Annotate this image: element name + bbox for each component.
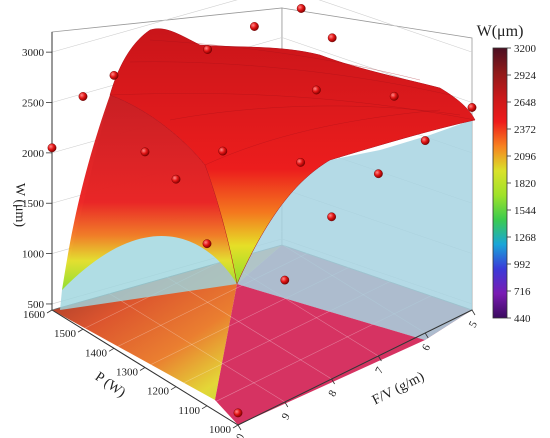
p-tick-label: 1000 (209, 424, 232, 436)
data-point (296, 4, 306, 13)
colorbar-tick-label: 3200 (514, 43, 537, 55)
z-tick-label: 2500 (22, 98, 45, 110)
data-point (47, 143, 57, 153)
data-point (280, 275, 290, 285)
colorbar-tick-label: 1544 (514, 205, 537, 217)
p-tick-label: 1200 (147, 386, 170, 398)
data-point (218, 146, 228, 156)
data-point (327, 33, 337, 43)
z-tick-label: 3000 (22, 47, 45, 59)
colorbar-tick-label: 1268 (514, 232, 537, 244)
p-tick-mark (139, 367, 146, 371)
data-point (420, 136, 430, 146)
p-axis-ticks: 1000 1100 1200 1300 1400 1500 1600 (23, 309, 239, 436)
p-tick-mark (108, 347, 115, 352)
data-point (373, 169, 383, 179)
colorbar-tick-label: 2096 (514, 151, 537, 163)
z-tick-label: 1000 (22, 249, 45, 261)
colorbar-tick-label: 2924 (514, 70, 537, 82)
p-tick-label: 1100 (178, 405, 200, 417)
fv-tick-label: 5 (467, 319, 480, 330)
floor-front-band (215, 284, 425, 425)
colorbar-tick-label: 440 (514, 313, 531, 325)
data-points (47, 4, 477, 418)
z-tick-label: 1500 (22, 198, 45, 210)
colorbar-tick-label: 2648 (514, 97, 537, 109)
colorbar: W(μm) 3200 2924 2648 2372 2096 1820 1544 1268 99… (477, 23, 537, 325)
data-point (327, 212, 336, 222)
p-tick-label: 1500 (54, 328, 77, 340)
colorbar-tick-label: 1820 (514, 178, 537, 190)
fv-tick-mark (378, 355, 382, 362)
fv-tick-label: 9 (280, 411, 293, 422)
fv-axis-title: F/V (g/m) (370, 369, 427, 408)
p-tick-mark (170, 386, 177, 391)
colorbar-title: W(μm) (477, 23, 524, 40)
data-point (389, 91, 399, 101)
right-projection-plane (237, 120, 472, 340)
colorbar-tick-label: 2372 (514, 124, 536, 136)
fv-tick-mark (471, 309, 476, 316)
floor-gridline (98, 286, 285, 403)
fv-tick-label: 8 (326, 388, 339, 399)
fv-axis-line (237, 309, 473, 426)
fv-tick-mark (331, 378, 335, 385)
data-point (202, 239, 212, 249)
p-tick-label: 1600 (23, 309, 46, 321)
surface-side-fold (62, 95, 237, 290)
fv-axis-ticks: 10 9 8 7 6 5 (231, 309, 480, 438)
data-point (171, 174, 181, 184)
fv-tick-mark (237, 424, 242, 431)
p-tick-label: 1400 (85, 347, 108, 359)
data-point (78, 92, 88, 101)
p-tick-mark (201, 405, 208, 410)
colorbar-tick-label: 716 (514, 286, 531, 298)
data-point (140, 147, 150, 157)
data-point (203, 45, 213, 54)
z-axis-ticks: 500 1000 1500 2000 2500 3000 (22, 47, 52, 311)
fv-tick-mark (424, 332, 429, 339)
z-axis-title: W (μm) (12, 183, 27, 228)
data-point (233, 408, 243, 418)
p-tick-mark (46, 309, 53, 314)
data-point (296, 157, 305, 167)
fv-tick-label: 10 (231, 431, 247, 438)
wall-gridline (51, 0, 238, 53)
p-tick-mark (77, 328, 84, 333)
wall-gridline (318, 0, 473, 53)
surface-mesh-lines (109, 39, 476, 166)
colorbar-tick-label: 992 (514, 259, 531, 271)
data-point (109, 71, 119, 80)
surface (62, 28, 476, 290)
z-tick-label: 500 (28, 299, 45, 311)
fv-tick-label: 6 (420, 342, 433, 353)
z-tick-label: 2000 (22, 148, 45, 160)
data-point (311, 85, 321, 95)
colorbar-ticks: 3200 2924 2648 2372 2096 1820 1544 1268 992 716 44… (507, 43, 537, 325)
fv-tick-mark (284, 401, 289, 408)
data-point (249, 22, 259, 31)
fv-tick-label: 7 (373, 365, 386, 376)
p-tick-label: 1300 (116, 366, 139, 378)
p-tick-mark (232, 424, 239, 429)
data-point (467, 103, 477, 112)
colorbar-gradient (492, 47, 508, 319)
